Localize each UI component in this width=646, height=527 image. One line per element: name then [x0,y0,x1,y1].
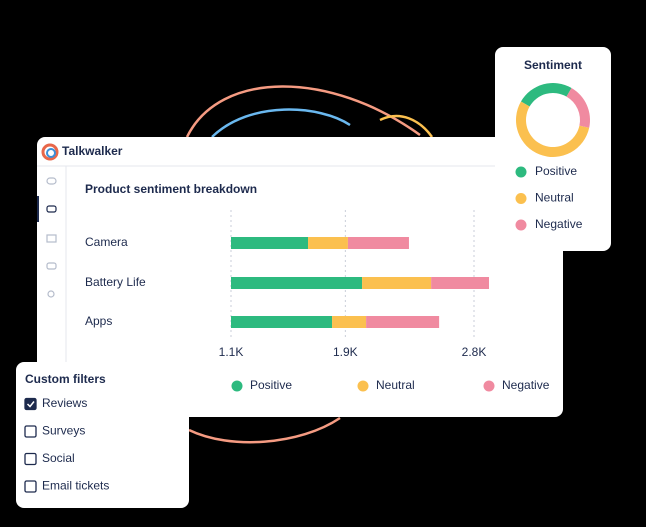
legend-dot [483,380,495,392]
bar-segment [347,237,409,249]
legend-dot [515,193,527,204]
checkmark [26,401,35,408]
x-tick-label: 2.8K [462,345,487,359]
legend-dot [357,380,369,392]
bar-segment [366,316,440,328]
filter-label: Email tickets [42,479,109,493]
nav-icon[interactable] [46,262,57,270]
donut-slice [566,87,590,128]
legend-label: Neutral [376,378,415,392]
legend-label: Negative [502,378,550,392]
category-label: Camera [85,235,128,249]
decor-curve [185,85,421,138]
logo [41,143,59,161]
checkbox[interactable] [24,452,37,466]
donut-slice [516,101,590,157]
chart-title: Sentiment [524,58,582,72]
legend-dot [515,166,527,178]
nav-icon[interactable] [46,234,57,243]
decor-curve [211,108,351,138]
legend-dot [515,219,527,231]
decor-curve [379,114,434,138]
bar-segment [332,316,367,328]
legend-dot [231,380,243,392]
nav-icon[interactable] [46,205,57,213]
bar-segment [362,277,432,289]
x-tick-label: 1.9K [333,345,358,359]
filters-card [16,362,189,508]
bar-segment [231,316,333,328]
filters-title: Custom filters [25,372,106,386]
decor [185,85,434,444]
legend-label: Positive [250,378,292,392]
checkbox[interactable] [24,480,37,493]
checkbox[interactable] [24,425,37,438]
legend-label: Positive [535,164,577,178]
logo [46,148,56,158]
nav-icon[interactable] [47,290,55,298]
bar-segment [231,237,309,249]
decor-curve [188,416,341,444]
checkbox[interactable] [24,397,37,411]
bar-segment [308,237,348,249]
filter-label: Social [42,451,75,465]
donut-slice [520,82,572,107]
bar-segment [431,277,490,289]
nav-icon[interactable] [46,177,57,185]
category-label: Apps [85,314,112,328]
legend-label: Neutral [535,191,574,205]
chart-title: Product sentiment breakdown [85,182,257,196]
filter-label: Surveys [42,424,85,438]
filter-label: Reviews [42,396,87,410]
x-tick-label: 1.1K [219,345,244,359]
brand: Talkwalker [62,144,123,158]
legend-label: Negative [535,217,583,231]
bar-segment [231,277,363,289]
category-label: Battery Life [85,275,146,289]
